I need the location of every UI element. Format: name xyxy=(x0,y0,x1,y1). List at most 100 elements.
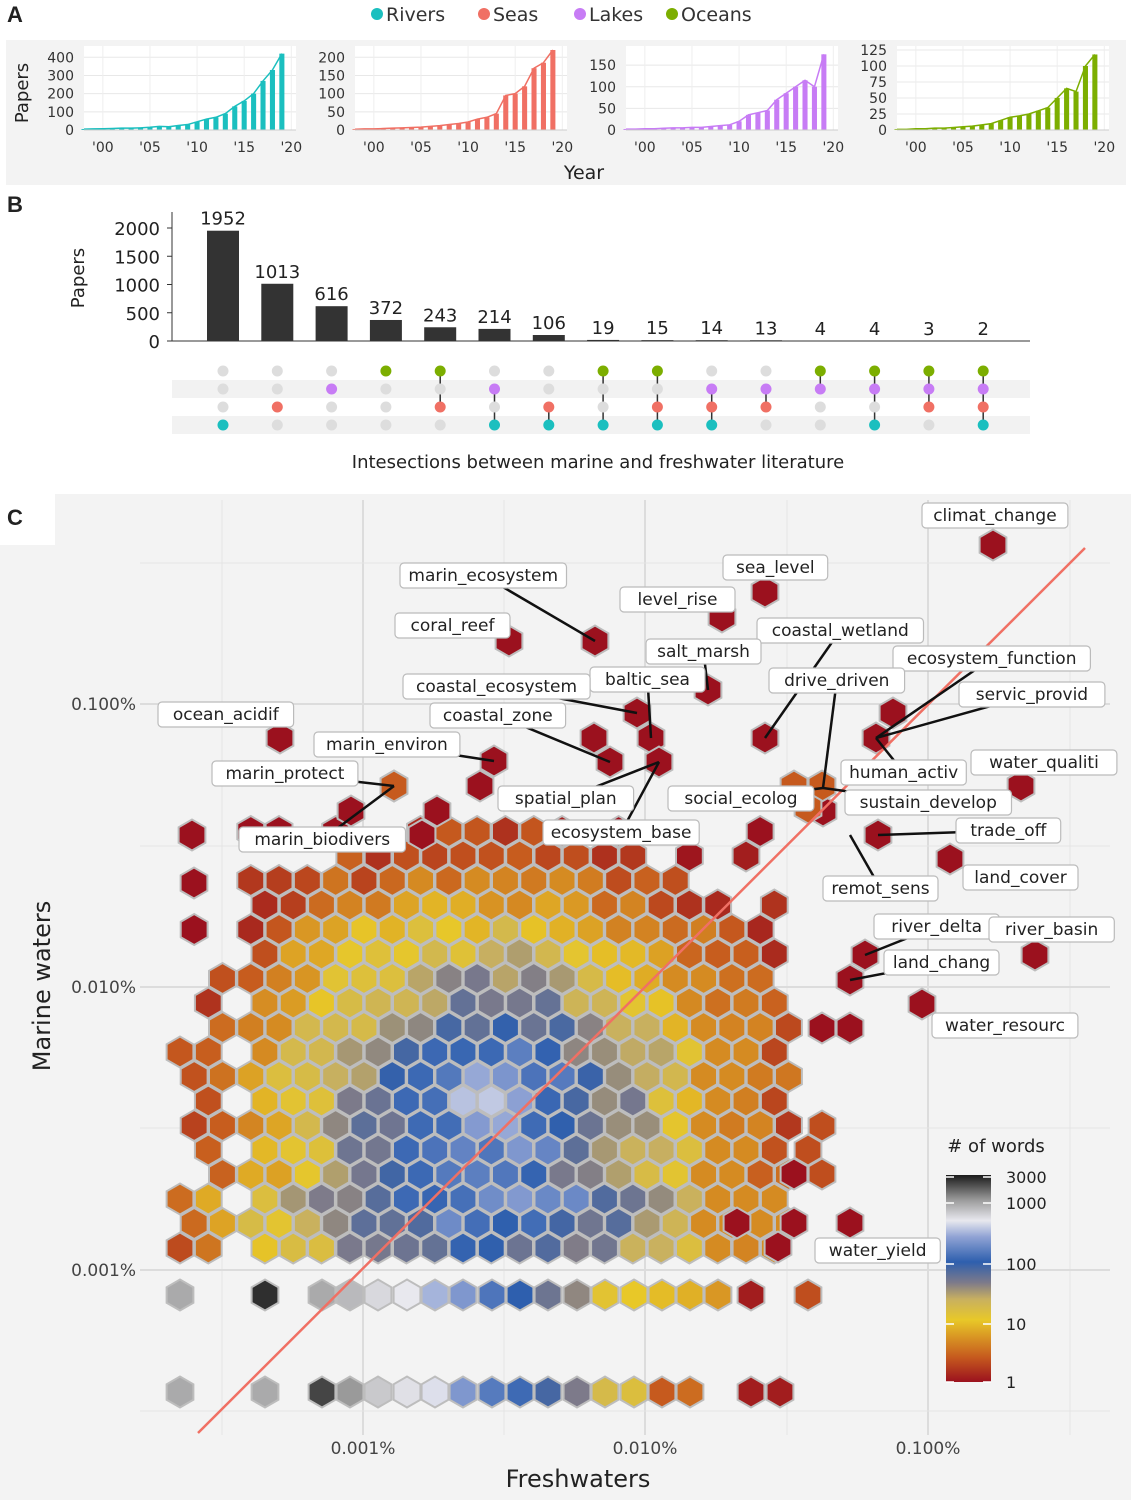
hex-bin xyxy=(750,575,780,609)
hex-bin xyxy=(491,1010,520,1045)
bar-2016 xyxy=(1064,88,1070,130)
hex-bin xyxy=(575,1108,605,1143)
hex-bin xyxy=(745,1108,775,1143)
bar-2005 xyxy=(689,127,695,130)
hex-bin xyxy=(420,986,450,1020)
hex-bin xyxy=(307,1278,337,1312)
bar-2007 xyxy=(708,126,714,130)
hex-bin xyxy=(434,1108,464,1143)
legend-dot-rivers xyxy=(371,8,383,20)
y-tick-label: 0.010% xyxy=(71,978,136,998)
hex-bin xyxy=(533,1133,563,1167)
hex-bin xyxy=(618,839,648,873)
y-tick-label: 300 xyxy=(47,68,74,84)
bar-2014 xyxy=(232,106,238,130)
y-tick-label: 125 xyxy=(860,43,887,59)
hex-bin xyxy=(462,1059,492,1094)
matrix-dot xyxy=(814,401,826,413)
matrix-dot xyxy=(489,419,500,431)
hex-bin xyxy=(604,1108,634,1143)
y-tick-label: 500 xyxy=(126,304,160,325)
matrix-dot xyxy=(597,383,609,395)
hex-bin xyxy=(505,1278,535,1312)
hex-bin xyxy=(236,912,266,947)
x-tick-label: '05 xyxy=(139,140,161,156)
bar-2010 xyxy=(194,121,200,130)
bar-2005 xyxy=(960,126,966,130)
hex-bin xyxy=(660,912,690,947)
bar-2004 xyxy=(408,127,415,130)
annotation-box xyxy=(883,949,1000,976)
hex-bin xyxy=(321,1010,351,1045)
hex-bin xyxy=(547,961,577,996)
y-tick-label: 100 xyxy=(47,105,74,121)
hex-bin xyxy=(193,1035,223,1069)
bar-2015 xyxy=(1054,98,1060,130)
hex-bin xyxy=(250,1133,280,1167)
x-tick-label: '00 xyxy=(634,140,656,156)
hex-bin xyxy=(476,937,506,971)
matrix-dot xyxy=(326,419,338,431)
hex-bin xyxy=(646,1084,676,1118)
hex-bin xyxy=(321,1059,351,1094)
hex-bin xyxy=(165,1035,195,1069)
hex-bin xyxy=(321,1206,351,1241)
hex-bin xyxy=(745,814,775,849)
annotation-label-coastal-ecosystem: coastal_ecosystem xyxy=(416,677,577,697)
hex-bin xyxy=(590,986,619,1020)
matrix-dot xyxy=(706,419,718,431)
hex-bin xyxy=(689,1157,718,1192)
panel-c-ylabel: Marine waters xyxy=(28,901,56,1071)
hex-bin xyxy=(264,1108,294,1143)
hex-bin xyxy=(462,1010,492,1045)
hex-bin xyxy=(646,1133,676,1167)
hex-bin xyxy=(363,1133,393,1167)
matrix-dot xyxy=(869,365,881,377)
hex-bin xyxy=(165,1231,195,1265)
hex-bin xyxy=(604,1206,634,1241)
hex-bin xyxy=(675,888,704,922)
hex-bin xyxy=(590,1084,619,1118)
hex-bin xyxy=(335,1278,365,1312)
hex-bin xyxy=(321,1108,351,1143)
matrix-dot xyxy=(869,401,881,413)
hex-bin xyxy=(250,986,280,1020)
y-tick-label: 150 xyxy=(589,58,616,74)
hex-bin xyxy=(731,1133,761,1167)
bar-2013 xyxy=(222,113,228,130)
hex-bin xyxy=(590,1278,620,1312)
annotation-box xyxy=(844,789,1013,816)
hex-bin xyxy=(363,1182,393,1216)
hex-bin xyxy=(533,1035,563,1069)
hex-bin xyxy=(533,1278,563,1312)
bar-value-label: 214 xyxy=(477,307,511,328)
hex-bin xyxy=(278,1182,308,1216)
hex-bin xyxy=(703,1084,733,1118)
hex-bin xyxy=(533,1084,563,1118)
annotation-label-water-yield: water_yield xyxy=(829,1241,927,1261)
x-tick-label: 0.010% xyxy=(613,1439,678,1459)
hex-bin xyxy=(731,1231,761,1265)
hex-bin xyxy=(660,1108,690,1143)
hex-bin xyxy=(703,1231,733,1265)
annotation-label-ocean-acidif: ocean_acidif xyxy=(173,705,280,725)
x-tick-label: '20 xyxy=(280,140,302,156)
hex-bin xyxy=(689,961,718,996)
hex-bin xyxy=(250,1035,280,1069)
hex-bin xyxy=(476,1084,506,1118)
hex-bin xyxy=(675,1278,705,1312)
annotation-box xyxy=(667,785,815,812)
hex-bin xyxy=(675,937,704,971)
annotation-label-drive-driven: drive_driven xyxy=(784,671,889,691)
hex-bin xyxy=(561,1182,591,1216)
panel-a-ylabel: Papers xyxy=(12,63,33,123)
hex-bin xyxy=(377,1059,407,1094)
hex-bin xyxy=(618,986,648,1020)
annotation-label-land-cover: land_cover xyxy=(974,868,1066,888)
hex-bin xyxy=(703,1182,733,1216)
x-tick-label: 0.001% xyxy=(331,1439,396,1459)
hex-bin xyxy=(476,986,506,1020)
panel-c-xlabel: Freshwaters xyxy=(506,1465,651,1493)
hex-bin xyxy=(406,1157,435,1192)
hex-bin xyxy=(519,961,549,996)
